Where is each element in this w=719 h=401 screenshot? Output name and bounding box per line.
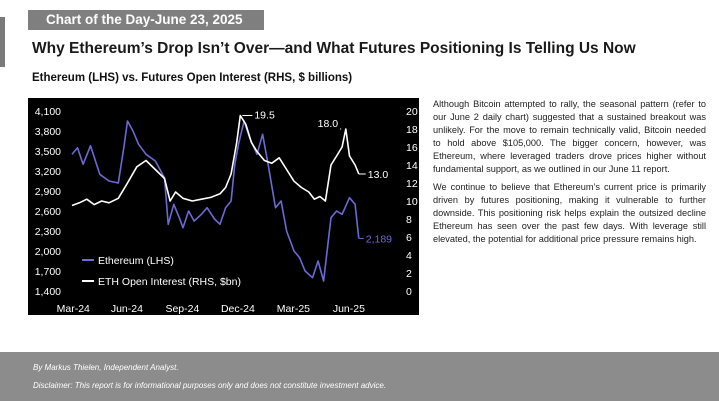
annotation-label: 18.0	[318, 118, 339, 130]
body-paragraph-2: We continue to believe that Ethereum’s c…	[433, 182, 706, 245]
chart-title: Ethereum (LHS) vs. Futures Open Interest…	[32, 72, 353, 84]
headline: Why Ethereum’s Drop Isn’t Over—and What …	[32, 40, 636, 57]
y-left-tick-label: 2,300	[35, 226, 61, 238]
y-left-tick-label: 2,000	[35, 246, 61, 258]
y-left-tick-label: 2,600	[35, 206, 61, 218]
y-right-tick-label: 0	[406, 286, 412, 298]
x-tick-label: Mar-25	[277, 303, 310, 315]
footer: By Markus Thielen, Independent Analyst. …	[0, 352, 719, 401]
footer-disclaimer: Disclaimer: This report is for informati…	[33, 381, 387, 390]
legend-oi-label: ETH Open Interest (RHS, $bn)	[98, 276, 241, 288]
chart-svg: 1,400 1,700 2,000 2,300 2,600 2,900 3,200 3,500…	[35, 106, 418, 315]
x-tick-label: Sep-24	[165, 303, 199, 315]
y-left-tick-label: 1,400	[35, 286, 61, 298]
y-right-tick-label: 10	[406, 196, 418, 208]
x-tick-label: Jun-24	[111, 303, 143, 315]
body-paragraph-1: Although Bitcoin attempted to rally, the…	[433, 99, 706, 174]
y-left-tick-label: 3,500	[35, 146, 61, 158]
open-interest-line	[71, 114, 360, 207]
y-right-tick-label: 12	[406, 178, 418, 190]
annotation-label: 2,189	[366, 233, 392, 245]
y-left-tick-label: 1,700	[35, 266, 61, 278]
y-right-tick-label: 18	[406, 124, 418, 136]
x-tick-label: Dec-24	[221, 303, 255, 315]
y-left-tick-label: 3,800	[35, 126, 61, 138]
annotation-label: 19.5	[254, 110, 275, 122]
y-left-tick-label: 3,200	[35, 166, 61, 178]
left-accent-mark	[0, 17, 5, 67]
y-right-tick-label: 4	[406, 250, 412, 262]
left-edge-bar	[0, 0, 5, 401]
body-text: Although Bitcoin attempted to rally, the…	[433, 98, 706, 252]
y-right-tick-label: 20	[406, 106, 418, 118]
chart-area: 1,400 1,700 2,000 2,300 2,600 2,900 3,200 3,500…	[28, 98, 419, 315]
footer-author: By Markus Thielen, Independent Analyst.	[33, 363, 179, 372]
x-tick-label: Mar-24	[57, 303, 90, 315]
eth-price-line	[71, 120, 360, 282]
y-left-tick-label: 2,900	[35, 186, 61, 198]
y-right-tick-label: 16	[406, 142, 418, 154]
y-right-tick-label: 8	[406, 214, 412, 226]
y-right-tick-label: 2	[406, 268, 412, 280]
legend-eth-label: Ethereum (LHS)	[98, 255, 174, 267]
header-banner: Chart of the Day-June 23, 2025	[28, 10, 264, 30]
y-right-tick-label: 14	[406, 160, 418, 172]
annotation-label: 13.0	[368, 169, 389, 181]
y-right-tick-label: 6	[406, 232, 412, 244]
x-tick-label: Jun-25	[333, 303, 365, 315]
y-left-tick-label: 4,100	[35, 106, 61, 118]
